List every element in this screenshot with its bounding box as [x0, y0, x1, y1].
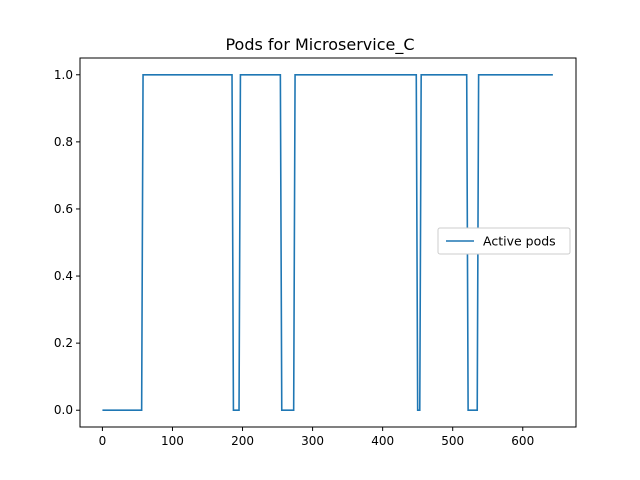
series-layer	[102, 73, 553, 412]
series-line-active-pods	[102, 73, 553, 412]
x-tick-label: 100	[161, 434, 184, 448]
y-tick-label: 0.4	[54, 269, 73, 283]
x-tick-label: 0	[99, 434, 107, 448]
x-axis: 0 100 200 300 400 500 600	[99, 427, 534, 448]
y-tick-label: 0.2	[54, 336, 73, 350]
x-tick-label: 500	[441, 434, 464, 448]
y-tick-label: 0.8	[54, 135, 73, 149]
x-tick-label: 300	[301, 434, 324, 448]
x-tick-label: 600	[511, 434, 534, 448]
plot-area-frame	[79, 57, 577, 428]
y-tick-label: 0.6	[54, 202, 73, 216]
chart-title: Pods for Microservice_C	[225, 35, 414, 55]
x-tick-label: 200	[231, 434, 254, 448]
legend: Active pods	[437, 227, 571, 255]
x-tick-label: 400	[371, 434, 394, 448]
y-tick-label: 1.0	[54, 68, 73, 82]
legend-label-active-pods: Active pods	[483, 234, 556, 249]
legend-box	[437, 227, 571, 255]
y-tick-label: 0.0	[54, 403, 73, 417]
y-axis: 0.0 0.2 0.4 0.6 0.8 1.0	[54, 68, 80, 417]
